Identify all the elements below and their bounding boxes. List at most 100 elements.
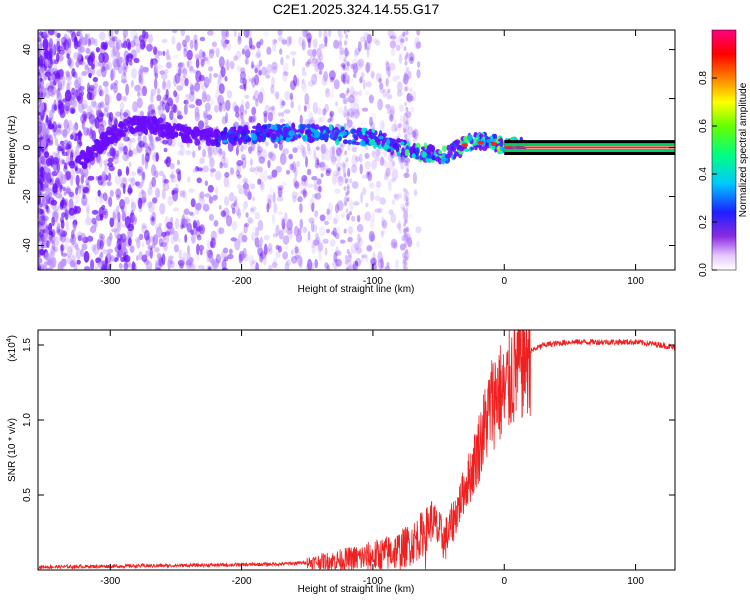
spectrogram-cell [80, 90, 85, 96]
spectrogram-cell [388, 158, 395, 171]
ridge-cell [426, 146, 433, 152]
spectrogram-cell [409, 106, 415, 113]
spectrogram-cell [169, 110, 174, 121]
spectrogram-cell [156, 88, 161, 95]
spectrogram-cell [213, 258, 220, 269]
spectrogram-cell [398, 54, 403, 64]
spectrogram-cell [263, 110, 268, 117]
ridge-cell [94, 142, 98, 148]
spectrogram-cell [374, 155, 380, 162]
spectrogram-cell [138, 73, 144, 85]
spectrogram-cell [67, 246, 73, 258]
spectrogram-cell [251, 231, 257, 242]
spectrogram-cell [335, 258, 342, 267]
spectrogram-cell [81, 99, 88, 110]
spectrogram-cell [269, 152, 276, 162]
spectrogram-cell [313, 149, 317, 160]
spectrogram-cell [40, 265, 44, 270]
spectrogram-cell [309, 55, 316, 61]
ridge-cell [334, 130, 339, 139]
spectrogram-cell [318, 43, 325, 49]
spectrogram-cell [347, 236, 353, 243]
spectrogram-cell [208, 72, 212, 84]
spectrogram-cell [220, 37, 228, 48]
spectrogram-cell [259, 170, 264, 182]
spectrogram-cell [60, 231, 67, 243]
spectrogram-cell [85, 216, 92, 226]
spectrogram-cell [202, 266, 206, 270]
spectrogram-cell [189, 82, 194, 91]
spectrogram-cell [281, 39, 288, 45]
spectrogram-cell [138, 140, 145, 148]
spectrogram-cell [252, 115, 257, 123]
spectrogram-cell [342, 163, 346, 174]
spectrogram-cell [392, 35, 399, 47]
spectrogram-cell [335, 169, 341, 180]
spectrogram-cell [300, 189, 307, 195]
spectrogram-cell [345, 259, 349, 265]
spectrogram-cell [314, 72, 317, 79]
spectrogram-cell [225, 112, 229, 124]
spectrogram-cell [325, 168, 332, 174]
spectrogram-cell [108, 196, 113, 207]
spectrogram-cell [55, 226, 61, 234]
ridge-cell [473, 132, 478, 136]
ridge-cell [140, 120, 145, 125]
spectrogram-cell [102, 208, 109, 219]
spectrogram-cell [77, 102, 85, 113]
ridge-cell [104, 131, 109, 136]
spectrogram-cell [130, 80, 134, 88]
spectrogram-cell [340, 239, 346, 244]
spectrogram-cell [178, 257, 186, 268]
spectrogram-cell [239, 104, 244, 116]
spectrogram-cell [157, 104, 162, 111]
spectrogram-cell [223, 162, 228, 169]
spectrogram-cell [107, 162, 114, 168]
spectrogram-cell [346, 88, 350, 94]
spectrogram-cell [352, 73, 357, 79]
spectrogram-cell [70, 174, 74, 187]
spectrogram-cell [51, 216, 55, 227]
spectrogram-cell [223, 157, 229, 169]
spectrogram-cell [267, 106, 274, 115]
spectrogram-cell [122, 30, 129, 38]
spectrogram-cell [109, 255, 116, 262]
spectrogram-cell [204, 193, 211, 198]
spectrogram-cell [40, 31, 48, 39]
ridge-cell [358, 134, 365, 140]
spectrogram-cell [63, 204, 67, 212]
spectrogram-cell [328, 30, 332, 38]
spectrogram-cell [194, 53, 200, 60]
spectrogram-cell [391, 168, 399, 180]
spectrogram-cell [290, 249, 294, 256]
ridge-cell [391, 138, 396, 142]
spectrogram-cell [178, 249, 182, 259]
spectrogram-cell [58, 192, 63, 202]
spectrogram-cell [56, 37, 61, 43]
snr-frame [37, 329, 676, 571]
spectrogram-cell [222, 247, 229, 254]
ridge-cell [493, 133, 498, 141]
spectrogram-cell [86, 33, 91, 40]
spectrogram-cell [221, 250, 227, 261]
spectrogram-cell [215, 170, 222, 181]
spectrogram-cell [87, 175, 95, 181]
spectrogram-cell [405, 120, 409, 126]
ridge-cell [257, 135, 263, 142]
spectrogram-cell [242, 78, 247, 87]
spectrogram-cell [41, 265, 48, 270]
ridge-cell [299, 130, 304, 134]
spectrogram-cell [38, 66, 43, 75]
spectrogram-cell [113, 84, 117, 95]
spectrogram-cell [165, 88, 169, 99]
spectrogram-cell [227, 254, 234, 260]
spectrogram-cell [170, 226, 175, 235]
spectrogram-cell [206, 56, 211, 66]
spectrogram-cell [264, 250, 268, 260]
spectrogram-cell [352, 66, 359, 74]
spectrogram-cell [95, 194, 99, 204]
spectrogram-cell [112, 36, 118, 42]
spectrogram-cell [110, 67, 116, 80]
spectrogram-cell [286, 218, 293, 231]
spectrogram-cell [173, 54, 179, 59]
